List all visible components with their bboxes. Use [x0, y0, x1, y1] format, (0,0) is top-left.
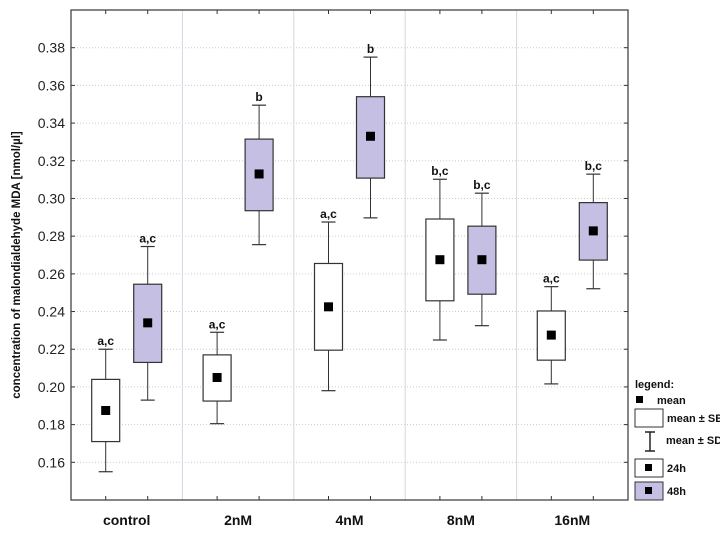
- significance-label: b,c: [585, 159, 603, 173]
- y-tick-label: 0.26: [38, 266, 65, 282]
- se-box-48h: [244, 138, 274, 212]
- y-tick-label: 0.20: [38, 379, 65, 395]
- se-box-48h: [467, 225, 497, 295]
- mean-marker: [588, 226, 598, 236]
- significance-label: a,c: [320, 207, 337, 221]
- legend-48h-label: 48h: [667, 486, 686, 498]
- y-tick-label: 0.16: [38, 454, 65, 470]
- mean-marker: [324, 302, 333, 312]
- mean-marker: [477, 255, 487, 265]
- legend-se-box: [634, 408, 664, 428]
- mean-marker: [101, 405, 111, 415]
- x-tick-label: 4nM: [336, 512, 364, 528]
- x-tick-label: 16nM: [554, 512, 590, 528]
- significance-label: b,c: [473, 178, 491, 192]
- significance-label: b,c: [431, 164, 449, 178]
- y-axis-label: concentration of malondialdehyde MDA [nm…: [11, 131, 23, 399]
- x-tick-label: control: [103, 512, 150, 528]
- significance-label: a,c: [209, 317, 226, 331]
- mean-marker: [254, 169, 264, 179]
- legend-se-label: mean ± SE: [667, 413, 720, 425]
- mean-marker: [212, 373, 222, 382]
- plot-frame: [70, 9, 629, 501]
- legend-mean-marker: [636, 396, 643, 403]
- x-tick-label: 8nM: [447, 512, 475, 528]
- mean-marker: [143, 318, 153, 328]
- legend-sd-label: mean ± SD: [666, 435, 720, 447]
- legend-48h-marker: [645, 487, 652, 494]
- y-tick-label: 0.18: [38, 417, 65, 433]
- significance-label: b: [367, 42, 374, 56]
- y-tick-label: 0.28: [38, 228, 65, 244]
- y-tick-label: 0.24: [38, 304, 65, 320]
- y-tick-label: 0.36: [38, 77, 65, 93]
- y-tick-label: 0.30: [38, 190, 65, 206]
- x-tick-label: 2nM: [224, 512, 252, 528]
- significance-label: a,c: [543, 272, 560, 286]
- legend-title: legend:: [635, 379, 674, 391]
- significance-label: a,c: [139, 232, 156, 246]
- y-tick-label: 0.32: [38, 153, 65, 169]
- legend-24h-marker: [645, 464, 652, 471]
- legend-mean-label: mean: [657, 395, 686, 407]
- mean-marker: [435, 255, 445, 265]
- mean-marker: [546, 330, 556, 340]
- y-tick-label: 0.34: [38, 115, 65, 131]
- y-tick-label: 0.38: [38, 40, 65, 56]
- mean-marker: [366, 131, 375, 141]
- se-box-24h: [202, 354, 232, 402]
- legend-24h-label: 24h: [667, 463, 686, 475]
- significance-label: a,c: [97, 334, 114, 348]
- y-tick-label: 0.22: [38, 341, 65, 357]
- significance-label: b: [255, 90, 262, 104]
